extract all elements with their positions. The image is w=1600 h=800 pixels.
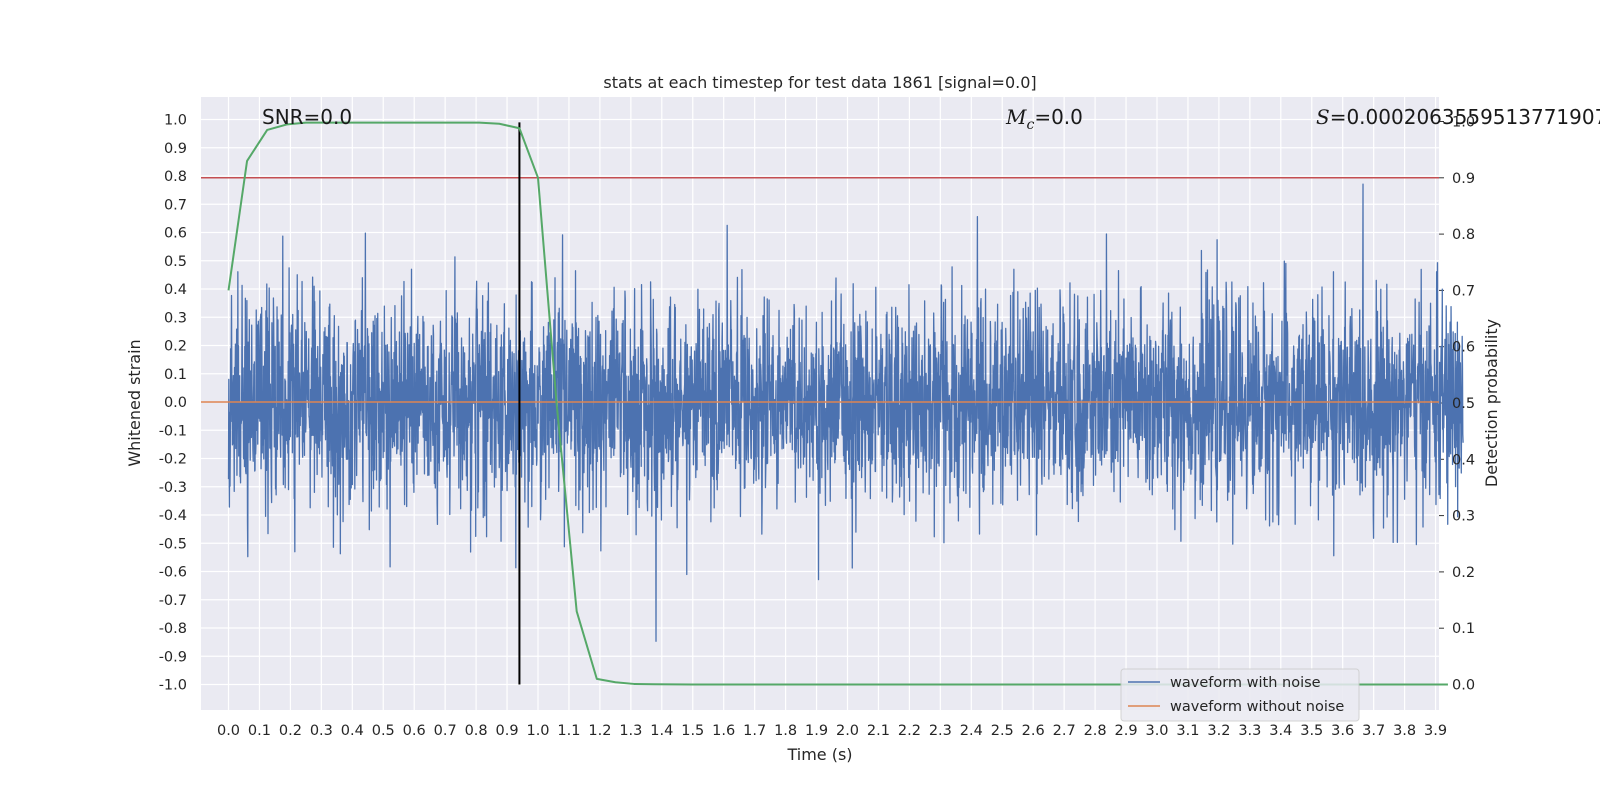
y-tick-label: -1.0 <box>159 678 187 694</box>
x-axis-label: Time (s) <box>786 745 852 764</box>
mc-annotation: Mc=0.0 <box>1005 105 1083 133</box>
y2-tick-label: 0.1 <box>1452 621 1475 637</box>
y-tick-label: 0.9 <box>164 141 187 157</box>
y-tick-label: 0.6 <box>164 226 187 242</box>
x-tick-label: 2.5 <box>991 723 1014 739</box>
x-tick-label: 0.7 <box>434 723 457 739</box>
y2-tick-label: 0.4 <box>1452 452 1475 468</box>
snr-annotation: SNR=0.0 <box>262 105 352 129</box>
x-tick-label: 0.6 <box>403 723 426 739</box>
x-tick-label: 2.1 <box>867 723 890 739</box>
y2-tick-label: 1.0 <box>1452 115 1475 131</box>
x-tick-label: 3.3 <box>1238 723 1261 739</box>
x-tick-label: 0.9 <box>496 723 519 739</box>
y2-tick-label: 0.5 <box>1452 396 1475 412</box>
y-tick-label: 1.0 <box>164 113 187 129</box>
x-tick-label: 3.8 <box>1393 723 1416 739</box>
x-tick-label: 2.3 <box>929 723 952 739</box>
x-tick-label: 0.1 <box>248 723 271 739</box>
y-axis-label: Whitened strain <box>125 339 144 466</box>
x-tick-label: 0.2 <box>279 723 302 739</box>
x-tick-label: 2.9 <box>1115 723 1138 739</box>
chart-title: stats at each timestep for test data 186… <box>603 73 1036 92</box>
s-annotation: S=0.0002063559513771907 <box>1316 105 1600 129</box>
y2-tick-label: 0.9 <box>1452 171 1475 187</box>
noise-waveform-series <box>227 183 1464 642</box>
x-tick-label: 0.4 <box>341 723 364 739</box>
y-tick-label: -0.2 <box>159 452 187 468</box>
y2-tick-label: 0.3 <box>1452 509 1475 525</box>
x-tick-label: 3.7 <box>1362 723 1385 739</box>
y-tick-label: 0.5 <box>164 254 187 270</box>
y-tick-label: -0.6 <box>159 565 187 581</box>
x-tick-label: 1.1 <box>557 723 580 739</box>
y2-tick-label: 0.2 <box>1452 565 1475 581</box>
x-tick-label: 1.5 <box>681 723 704 739</box>
y-tick-label: -0.7 <box>159 593 187 609</box>
y2-tick-label: 0.6 <box>1452 340 1475 356</box>
x-tick-label: 0.3 <box>310 723 333 739</box>
y-tick-label: 0.3 <box>164 310 187 326</box>
y-tick-label: 0.1 <box>164 367 187 383</box>
y-tick-label: -0.3 <box>159 480 187 496</box>
y2-tick-label: 0.7 <box>1452 283 1475 299</box>
y2-tick-label: 0.8 <box>1452 227 1475 243</box>
legend-label-clean: waveform without noise <box>1170 699 1344 715</box>
x-tick-label: 3.9 <box>1424 723 1447 739</box>
y-tick-label: 0.0 <box>164 395 187 411</box>
y-tick-label: -0.8 <box>159 621 187 637</box>
x-tick-label: 2.8 <box>1084 723 1107 739</box>
y-tick-label: 0.4 <box>164 282 187 298</box>
legend-box <box>1120 668 1360 722</box>
x-tick-label: 2.2 <box>898 723 921 739</box>
tick-labels: 0.0 0.1 0.2 0.3 0.4 0.5 0.6 0.7 0.8 0.9 1.0 1.1 1.2 1… <box>159 113 1475 740</box>
detection-probability-line <box>227 121 1448 686</box>
legend-label-noise: waveform with noise <box>1170 675 1321 691</box>
overlay-lines <box>201 121 1448 686</box>
x-tick-label: 3.4 <box>1269 723 1292 739</box>
x-tick-label: 1.6 <box>712 723 735 739</box>
x-tick-label: 3.6 <box>1331 723 1354 739</box>
noise-waveform-line <box>227 183 1464 642</box>
x-tick-label: 1.2 <box>588 723 611 739</box>
x-tick-label: 2.0 <box>836 723 859 739</box>
x-tick-label: 2.4 <box>960 723 983 739</box>
x-tick-label: 1.3 <box>619 723 642 739</box>
x-tick-label: 1.0 <box>526 723 549 739</box>
x-tick-label: 3.5 <box>1300 723 1323 739</box>
y-tick-label: -0.4 <box>159 508 187 524</box>
y-tick-label: -0.9 <box>159 649 187 665</box>
y2-tick-label: 0.0 <box>1452 678 1475 694</box>
y-tick-label: -0.5 <box>159 536 187 552</box>
x-tick-label: 1.4 <box>650 723 673 739</box>
x-tick-label: 1.8 <box>774 723 797 739</box>
y2-axis-label: Detection probability <box>1482 319 1501 487</box>
y-tick-label: 0.8 <box>164 169 187 185</box>
x-tick-label: 2.7 <box>1053 723 1076 739</box>
legend: waveform with noise waveform without noi… <box>1120 668 1360 722</box>
x-tick-label: 3.1 <box>1176 723 1199 739</box>
x-tick-label: 1.9 <box>805 723 828 739</box>
x-tick-label: 0.8 <box>465 723 488 739</box>
x-tick-label: 0.0 <box>217 723 240 739</box>
y-tick-label: 0.2 <box>164 339 187 355</box>
x-tick-label: 0.5 <box>372 723 395 739</box>
x-tick-label: 3.0 <box>1145 723 1168 739</box>
y-tick-label: 0.7 <box>164 197 187 213</box>
y-tick-label: -0.1 <box>159 423 187 439</box>
x-tick-label: 1.7 <box>743 723 766 739</box>
x-tick-label: 3.2 <box>1207 723 1230 739</box>
x-tick-label: 2.6 <box>1022 723 1045 739</box>
